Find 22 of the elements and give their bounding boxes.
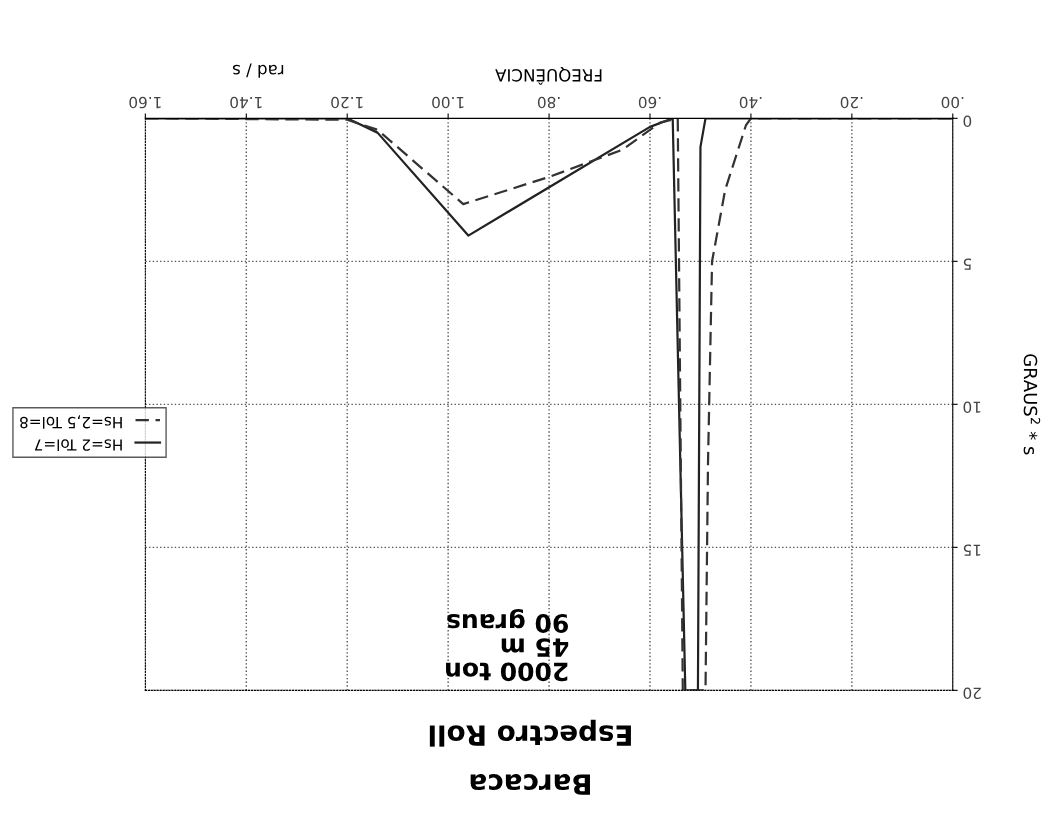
y-tick-label: 0 bbox=[963, 115, 972, 128]
x-tick-label: .80 bbox=[537, 96, 560, 109]
text: Barcaca bbox=[470, 774, 590, 795]
annotation: 2000 ton 45 m 90 graus bbox=[446, 608, 569, 682]
y-tick-label: 20 bbox=[963, 687, 981, 700]
x-tick-label: .00 bbox=[941, 96, 964, 109]
y-axis-title: GRAUS$^{2}$ * s bbox=[1023, 354, 1041, 455]
x-tick-label: 1.00 bbox=[432, 96, 464, 109]
x-tick-label: 1.60 bbox=[129, 96, 161, 109]
text: rad / s bbox=[232, 63, 284, 78]
x-tick-label: .40 bbox=[739, 96, 762, 109]
legend-label: Hs=2 Tol=7 bbox=[34, 439, 122, 452]
y-tick-label: 10 bbox=[963, 401, 981, 414]
x-tick-label: .60 bbox=[638, 96, 661, 109]
x-tick-label: 1.20 bbox=[331, 96, 363, 109]
legend-label: Hs=2,5 Tol=8 bbox=[20, 415, 122, 429]
y-tick-label: 5 bbox=[963, 258, 972, 270]
x-axis-title: FREQUÊNCIA bbox=[495, 67, 602, 85]
x-tick-label: 1.40 bbox=[230, 96, 262, 109]
y-tick-label: 15 bbox=[963, 544, 981, 556]
text: Espectro Roll bbox=[429, 719, 631, 747]
x-tick-label: .20 bbox=[840, 96, 863, 109]
